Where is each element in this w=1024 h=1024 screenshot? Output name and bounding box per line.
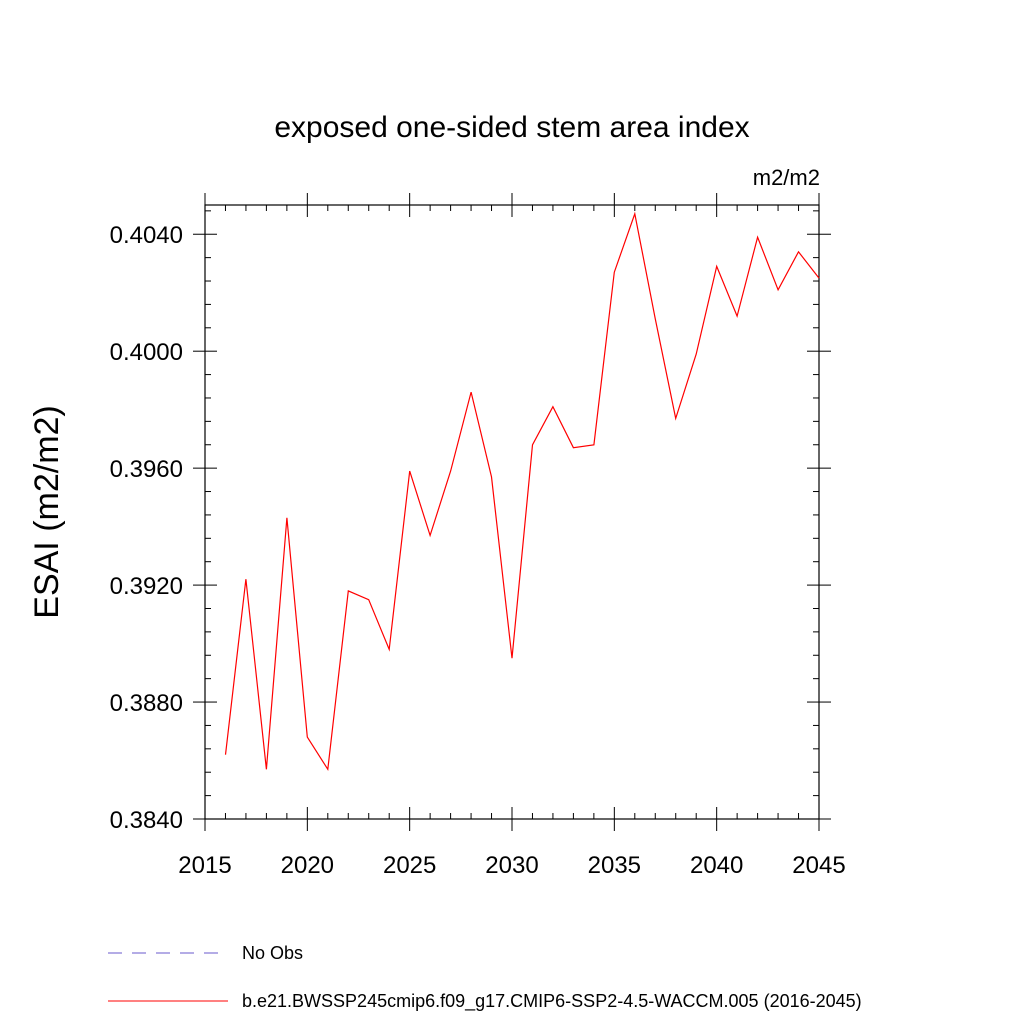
x-tick-label: 2025 <box>383 852 436 879</box>
y-tick-label: 0.4000 <box>110 339 183 366</box>
chart-title: exposed one-sided stem area index <box>274 111 749 144</box>
y-tick-label: 0.4040 <box>110 222 183 249</box>
x-tick-label: 2045 <box>792 852 845 879</box>
plot-frame <box>204 204 820 820</box>
series-layer <box>224 211 820 772</box>
x-tick-label: 2030 <box>485 852 538 879</box>
axis-ticks: 2015 2020 2025 2030 2035 2040 2045 0.3840 0.3880… <box>110 193 846 879</box>
y-tick-label: 0.3920 <box>110 573 183 600</box>
y-tick-label: 0.3880 <box>110 690 183 717</box>
y-tick-label: 0.3960 <box>110 456 183 483</box>
y-tick-label: 0.3840 <box>110 807 183 834</box>
units-label: m2/m2 <box>753 165 820 190</box>
legend-label: No Obs <box>242 943 303 963</box>
x-tick-label: 2015 <box>178 852 231 879</box>
y-axis-label: ESAI (m2/m2) <box>28 405 66 618</box>
x-tick-label: 2035 <box>588 852 641 879</box>
series-line <box>224 211 820 772</box>
legend-label: b.e21.BWSSP245cmip6.f09_g17.CMIP6-SSP2-4… <box>242 991 862 1012</box>
x-tick-label: 2040 <box>690 852 743 879</box>
legend: No Obs b.e21.BWSSP245cmip6.f09_g17.CMIP6-… <box>108 943 862 1012</box>
x-tick-label: 2020 <box>281 852 334 879</box>
